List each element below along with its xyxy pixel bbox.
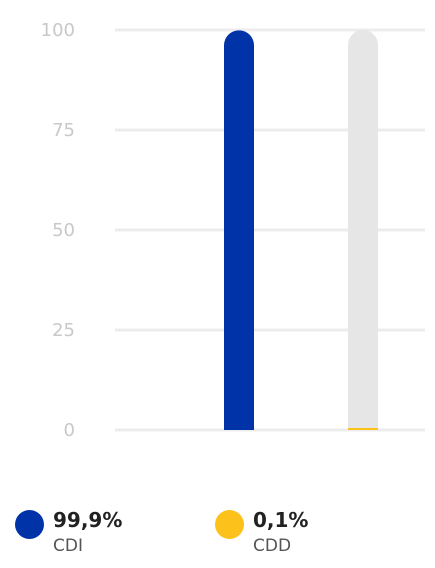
legend-value-cdd: 0,1% — [253, 508, 309, 532]
y-tick-label: 75 — [52, 120, 75, 141]
legend-label-cdd: CDD — [253, 536, 292, 556]
chart: 100 75 50 25 0 — [41, 20, 425, 441]
legend: 99,9% CDI 0,1% CDD — [0, 508, 435, 568]
legend-value-cdi: 99,9% — [53, 508, 123, 532]
bar-cdd — [348, 428, 378, 430]
y-tick-label: 100 — [41, 20, 75, 41]
bars — [224, 30, 378, 431]
bar-cdi — [224, 30, 254, 431]
cdd-dot-icon — [215, 510, 244, 539]
cdi-dot-icon — [15, 510, 44, 539]
y-tick-label: 50 — [52, 220, 75, 241]
y-axis-ticks: 100 75 50 25 0 — [41, 20, 75, 441]
gridlines — [115, 28, 425, 432]
y-tick-label: 25 — [52, 320, 75, 341]
y-tick-label: 0 — [64, 420, 75, 441]
bar-track-cdd — [348, 30, 378, 430]
legend-label-cdi: CDI — [53, 536, 83, 556]
